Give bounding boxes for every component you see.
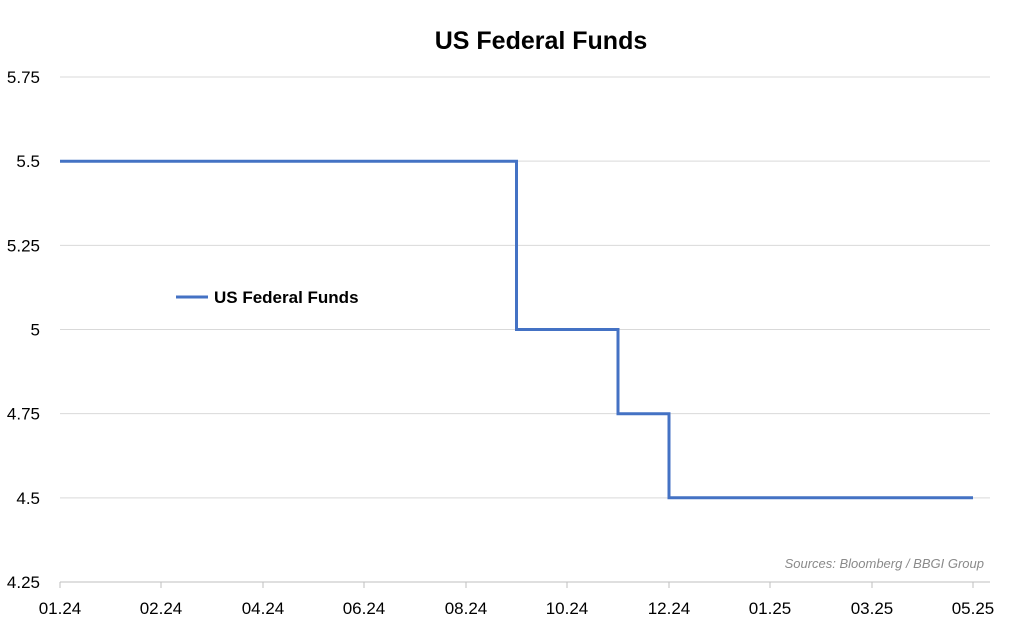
y-tick-label: 4.25 <box>7 573 40 592</box>
x-tick-labels: 01.24 02.24 04.24 06.24 08.24 10.24 12.24 01.25… <box>39 599 995 618</box>
x-tick-label: 08.24 <box>445 599 488 618</box>
source-note: Sources: Bloomberg / BBGI Group <box>785 556 984 571</box>
x-tick-label: 01.25 <box>749 599 792 618</box>
axes <box>59 581 990 588</box>
y-tick-label: 5.25 <box>7 236 40 255</box>
y-tick-label: 4.5 <box>16 489 40 508</box>
x-tick-label: 04.24 <box>242 599 285 618</box>
x-tick-label: 03.25 <box>851 599 894 618</box>
legend-label: US Federal Funds <box>214 288 359 307</box>
legend: US Federal Funds <box>176 288 359 307</box>
y-tick-label: 5 <box>31 321 40 340</box>
x-tick-label: 05.25 <box>952 599 995 618</box>
chart-title: US Federal Funds <box>435 27 648 55</box>
x-tick-label: 02.24 <box>140 599 183 618</box>
y-tick-label: 5.5 <box>16 152 40 171</box>
x-tick-label: 06.24 <box>343 599 386 618</box>
x-tick-label: 12.24 <box>648 599 691 618</box>
series-line-us-federal-funds <box>60 159 973 500</box>
series-layer <box>60 159 973 500</box>
gridlines <box>60 76 990 499</box>
y-tick-label: 4.75 <box>7 405 40 424</box>
x-tick-label: 01.24 <box>39 599 82 618</box>
x-tick-label: 10.24 <box>546 599 589 618</box>
y-tick-labels: 4.25 4.5 4.75 5 5.25 5.5 5.75 <box>7 68 40 592</box>
y-tick-label: 5.75 <box>7 68 40 87</box>
